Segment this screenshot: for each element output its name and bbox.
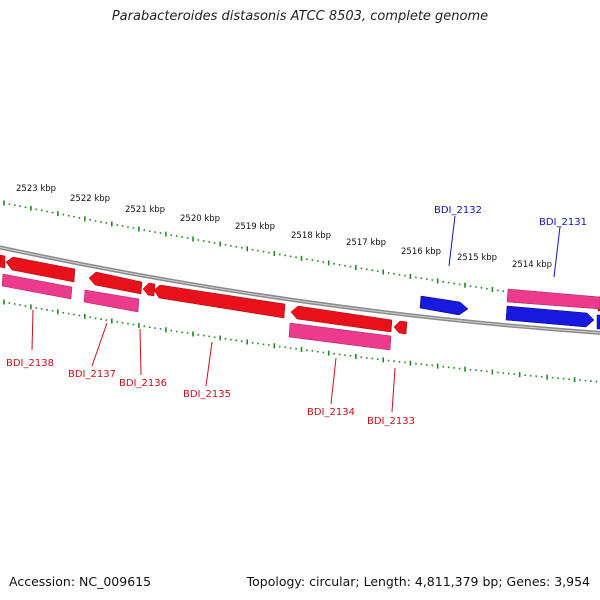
kbp-label-2520: 2520 kbp (180, 214, 220, 224)
pink-block-4 (506, 288, 600, 310)
forward-strand-genes (0, 254, 600, 335)
kbp-label-2523: 2523 kbp (16, 184, 56, 194)
kbp-label-2519: 2519 kbp (235, 222, 275, 232)
gene-arrow-bdi-2135 (153, 284, 286, 319)
kbp-label-2518: 2518 kbp (291, 231, 331, 241)
gene-label-bdi-2131: BDI_2131 (539, 217, 587, 228)
connector-bdi-2138 (31, 309, 34, 351)
gene-arrow-bdi-2138 (5, 256, 76, 283)
kbp-label-2516: 2516 kbp (401, 247, 441, 257)
gene-label-bdi-2137: BDI_2137 (68, 369, 116, 380)
gene-arrow-bdi-2132 (419, 295, 469, 316)
inner-tick-track (3, 299, 598, 383)
connector-bdi-2135 (205, 341, 213, 387)
kbp-labels: 2523 kbp 2522 kbp 2521 kbp 2520 kbp 2519… (16, 184, 552, 270)
topology-text: Topology: circular; Length: 4,811,379 bp… (246, 574, 590, 589)
gene-arrow-bdi-2137 (88, 271, 143, 295)
accession-text: Accession: NC_009615 (9, 574, 152, 589)
pink-block-1 (1, 273, 73, 300)
connector-bdi-2136 (139, 328, 142, 376)
connector-bdi-2131 (553, 226, 561, 278)
gene-label-bdi-2133: BDI_2133 (367, 416, 415, 427)
gene-label-bdi-2138: BDI_2138 (6, 358, 54, 369)
gene-arrow-bdi-2136 (142, 282, 156, 297)
label-connectors (31, 215, 561, 413)
kbp-label-2514: 2514 kbp (512, 260, 552, 270)
gene-label-bdi-2135: BDI_2135 (183, 389, 231, 400)
gene-arrow-bdi-2134 (290, 305, 393, 333)
kbp-label-2522: 2522 kbp (70, 194, 110, 204)
connector-bdi-2134 (330, 357, 337, 405)
gene-label-bdi-2134: BDI_2134 (307, 407, 355, 418)
gene-arrow-bdi-2133 (393, 320, 408, 335)
gene-label-bdi-2132: BDI_2132 (434, 205, 482, 216)
connector-bdi-2137 (91, 322, 108, 367)
pink-block-3 (288, 322, 392, 351)
genome-title: Parabacteroides distasonis ATCC 8503, co… (111, 9, 489, 24)
connector-bdi-2133 (391, 367, 396, 413)
reverse-strand-genes (505, 305, 600, 330)
gene-label-bdi-2136: BDI_2136 (119, 378, 167, 389)
pink-block-2 (83, 289, 140, 313)
gene-arrow-right-edge (596, 314, 600, 330)
kbp-label-2517: 2517 kbp (346, 238, 386, 248)
gene-arrow-left-edge (0, 254, 6, 269)
pink-track-genes (1, 273, 600, 351)
connector-bdi-2132 (448, 215, 456, 267)
gene-arrow-bdi-2131 (505, 305, 595, 328)
kbp-label-2521: 2521 kbp (125, 205, 165, 215)
kbp-label-2515: 2515 kbp (457, 253, 497, 263)
gene-labels: BDI_2138 BDI_2137 BDI_2136 BDI_2135 BDI_… (6, 205, 587, 427)
